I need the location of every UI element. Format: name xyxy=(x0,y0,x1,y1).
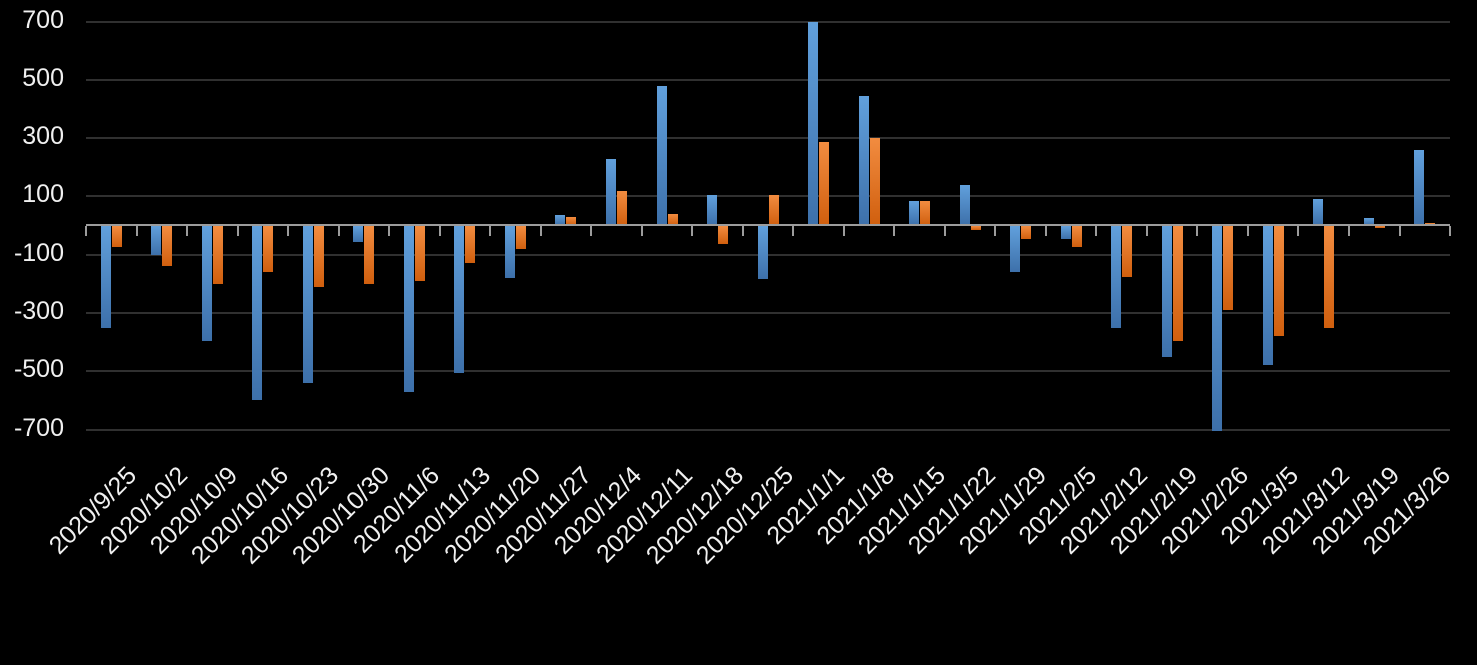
bar-orange xyxy=(1223,225,1234,310)
bar-blue xyxy=(403,225,414,392)
bar-orange xyxy=(1122,225,1133,277)
bar-blue xyxy=(858,95,869,226)
bar-blue xyxy=(100,225,111,328)
x-axis-line xyxy=(86,224,1450,226)
axis-tick xyxy=(489,226,492,236)
bar-blue xyxy=(656,85,667,226)
bar-blue xyxy=(808,21,818,226)
bar-orange xyxy=(162,225,173,267)
y-gridline xyxy=(86,311,1450,314)
axis-tick xyxy=(388,226,391,236)
bar-orange xyxy=(1021,225,1032,239)
y-gridline xyxy=(86,195,1450,198)
axis-tick xyxy=(1449,226,1451,236)
bar-blue xyxy=(707,194,717,226)
bar-blue xyxy=(201,225,212,341)
bar-orange xyxy=(616,190,627,226)
y-axis-tick-label: 500 xyxy=(22,63,64,92)
bar-orange xyxy=(667,213,678,226)
axis-tick xyxy=(943,226,946,236)
y-axis-tick-label: 300 xyxy=(22,122,64,151)
bar-blue xyxy=(252,225,263,401)
bar-orange xyxy=(1273,225,1284,337)
y-axis-tick-label: 100 xyxy=(22,180,64,209)
bar-blue xyxy=(302,225,313,383)
bar-blue xyxy=(555,215,566,226)
bar-blue xyxy=(1161,225,1172,357)
bar-blue xyxy=(605,158,616,226)
y-axis-tick-label: -500 xyxy=(13,355,64,384)
y-gridline xyxy=(86,428,1450,431)
y-gridline xyxy=(86,137,1450,140)
axis-tick xyxy=(590,226,593,236)
y-axis-tick-label: -700 xyxy=(13,413,64,442)
bar-blue xyxy=(1414,149,1425,226)
bar-orange xyxy=(1071,225,1082,248)
bar-blue xyxy=(454,225,465,373)
bar-orange xyxy=(364,225,375,284)
bar-blue xyxy=(959,184,970,226)
axis-tick xyxy=(135,226,138,236)
bar-blue xyxy=(1060,225,1071,239)
bar-blue xyxy=(1262,225,1273,366)
bar-orange xyxy=(819,142,829,226)
y-axis-tick-label: -100 xyxy=(13,238,64,267)
bar-orange xyxy=(920,200,931,226)
axis-tick xyxy=(1145,226,1148,236)
axis-tick xyxy=(994,226,997,236)
bar-blue xyxy=(353,225,364,242)
bar-orange xyxy=(718,225,728,245)
bar-orange xyxy=(465,225,476,264)
bar-orange xyxy=(263,225,274,273)
axis-tick xyxy=(539,226,542,236)
bar-chart: 700 500 300 100 -100 -300 -500 -700 2020/9/25 20… xyxy=(13,5,1456,570)
bar-blue xyxy=(1111,225,1122,328)
axis-tick xyxy=(1044,226,1047,236)
bar-blue xyxy=(504,225,515,278)
axis-tick xyxy=(287,226,290,236)
y-axis-tick-label: 700 xyxy=(22,5,64,34)
bar-orange xyxy=(515,225,526,249)
bar-blue xyxy=(757,225,768,280)
bar-orange xyxy=(1324,225,1335,328)
bar-orange xyxy=(566,216,577,226)
bar-orange xyxy=(970,225,981,230)
bar-orange xyxy=(414,225,425,281)
axis-tick xyxy=(1246,226,1249,236)
bar-blue xyxy=(1313,199,1324,226)
y-axis-tick-label: -300 xyxy=(13,296,64,325)
bar-orange xyxy=(1172,225,1183,341)
bar-blue xyxy=(151,225,162,255)
bar-orange xyxy=(869,138,880,226)
bar-blue xyxy=(1212,225,1223,431)
bar-blue xyxy=(909,200,920,226)
axis-tick xyxy=(842,226,845,236)
axis-tick xyxy=(893,226,896,236)
bar-orange xyxy=(212,225,223,284)
bar-orange xyxy=(111,225,122,248)
y-gridline xyxy=(86,78,1450,81)
y-gridline xyxy=(86,20,1450,23)
y-gridline xyxy=(86,370,1450,373)
axis-tick xyxy=(85,226,87,236)
axis-tick xyxy=(741,226,744,236)
bar-blue xyxy=(1010,225,1021,273)
bar-orange xyxy=(313,225,324,287)
axis-tick xyxy=(691,226,694,236)
axis-tick xyxy=(792,226,795,236)
axis-tick xyxy=(1348,226,1350,236)
y-gridline xyxy=(86,253,1450,256)
axis-tick xyxy=(337,226,340,236)
axis-tick xyxy=(640,226,643,236)
bar-orange xyxy=(1374,225,1385,229)
axis-tick xyxy=(438,226,441,236)
bar-blue xyxy=(1363,218,1374,226)
axis-tick xyxy=(1297,226,1300,236)
bar-orange xyxy=(768,194,779,226)
axis-tick xyxy=(1398,226,1401,236)
axis-tick xyxy=(1095,226,1098,236)
axis-tick xyxy=(1196,226,1199,236)
axis-tick xyxy=(236,226,239,236)
axis-tick xyxy=(186,226,188,236)
